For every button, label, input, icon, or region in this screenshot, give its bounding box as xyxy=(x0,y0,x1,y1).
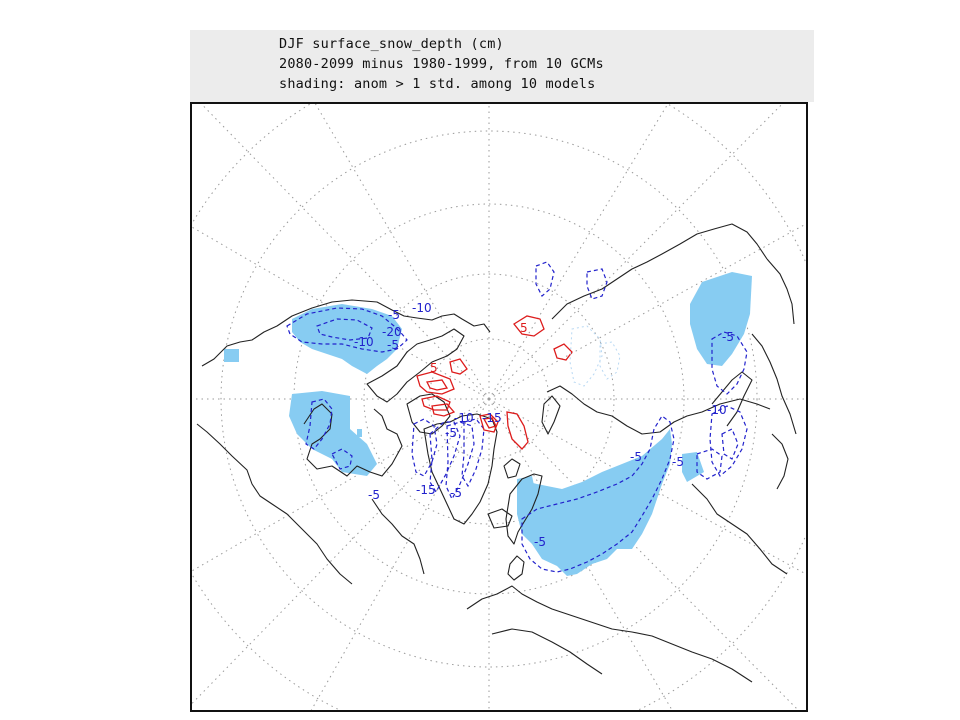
label-neg5-central-asia: -5 xyxy=(672,455,684,469)
coast-mediterranean xyxy=(491,628,603,675)
coast-iceland xyxy=(487,508,513,529)
map-frame: -5 -10 -20 -10 -5 5 -10 -15 -5 -15 -5 -5… xyxy=(190,102,808,712)
title-line-variable: DJF surface_snow_depth (cm) xyxy=(279,36,504,52)
coast-svalbard xyxy=(503,458,521,479)
faint-contours xyxy=(569,325,621,387)
title-line-period: 2080-2099 minus 1980-1999, from 10 GCMs xyxy=(279,56,604,72)
neg-contour-hudson xyxy=(331,448,353,470)
label-neg10-alaska: -10 xyxy=(354,335,374,349)
neg-contour-east-siberia-inner xyxy=(721,428,739,460)
positive-contours xyxy=(416,315,573,450)
neg-contour-alaska-outer xyxy=(286,307,408,353)
header-background xyxy=(190,30,814,102)
pos-contour-greenland-east xyxy=(449,358,468,375)
neg-contour-chukotka xyxy=(586,268,608,300)
coast-japan xyxy=(771,433,789,490)
faint-contour-1 xyxy=(569,325,603,387)
label-pos5-siberia: 5 xyxy=(520,321,528,335)
pos-contour-siberia-2 xyxy=(553,343,573,361)
label-neg15-greenland: -15 xyxy=(482,411,502,425)
coast-alaska xyxy=(201,299,491,367)
pos-contour-greenland-2 xyxy=(426,379,449,391)
pos-contour-siberia xyxy=(513,315,545,337)
coastlines xyxy=(196,223,797,683)
coast-hudson-bay xyxy=(303,403,403,477)
label-neg5-greenland-south: -5 xyxy=(450,486,462,500)
shade-small-canada xyxy=(357,429,362,437)
coast-canada-west xyxy=(196,423,353,585)
label-neg5-europe: -5 xyxy=(534,535,546,549)
shade-hudson-canada xyxy=(289,391,377,476)
shade-scandinavia xyxy=(517,476,537,524)
latitude-circle-60n xyxy=(293,203,685,595)
coast-uk xyxy=(507,555,525,581)
coast-russia-arctic xyxy=(546,385,771,435)
faint-contour-2 xyxy=(599,341,621,380)
coast-scandinavia xyxy=(505,473,543,545)
graticule xyxy=(192,104,806,710)
pos-contour-greenland-1 xyxy=(416,371,455,395)
label-neg10-alaska-top: -10 xyxy=(412,301,432,315)
contour-labels: -5 -10 -20 -10 -5 5 -10 -15 -5 -15 -5 -5… xyxy=(354,301,734,549)
neg-contour-east-siberia xyxy=(709,405,748,477)
neg-contour-okhotsk xyxy=(696,448,723,480)
label-neg5-alaska-2: -5 xyxy=(387,338,399,352)
shade-europe-russia xyxy=(517,429,672,576)
pos-contour-scandinavia xyxy=(506,411,529,450)
polar-stereographic-map: -5 -10 -20 -10 -5 5 -10 -15 -5 -15 -5 -5… xyxy=(192,104,806,710)
neg-contour-kamchatka xyxy=(711,331,748,395)
pos-contour-greenland-3 xyxy=(421,395,451,411)
label-neg15-greenland-south: -15 xyxy=(416,483,436,497)
coast-europe-south xyxy=(466,585,753,683)
label-neg10-greenland: -10 xyxy=(454,411,474,425)
neg-contour-alaska-inner xyxy=(316,318,373,341)
label-neg5-greenland: -5 xyxy=(445,426,457,440)
coast-novaya-zemlya xyxy=(541,395,561,435)
negative-contours xyxy=(286,261,748,573)
coast-baffin xyxy=(406,393,451,435)
label-pos5-greenland: 5 xyxy=(430,361,438,375)
label-neg10-east-siberia: -10 xyxy=(707,403,727,417)
coast-chukotka xyxy=(766,258,795,325)
label-neg5-kamchatka: -5 xyxy=(722,330,734,344)
coast-greenland xyxy=(423,413,498,525)
pos-contour-greenland-4 xyxy=(431,403,456,417)
shade-central-asia xyxy=(682,452,704,482)
shade-bering xyxy=(224,349,239,362)
title-line-shading: shading: anom > 1 std. among 10 models xyxy=(279,76,596,92)
pos-contour-arctic-2 xyxy=(482,417,497,429)
coast-arctic-archipelago xyxy=(366,328,465,403)
neg-contour-greenland-1 xyxy=(411,418,438,477)
label-neg5-alaska: -5 xyxy=(388,308,400,322)
shade-siberia-east xyxy=(690,272,752,366)
coast-labrador xyxy=(371,498,425,575)
shade-alaska-yukon xyxy=(292,304,402,374)
neg-contour-greenland-4 xyxy=(461,418,485,488)
significance-shading xyxy=(224,272,752,576)
neg-contour-europe xyxy=(521,415,675,573)
coast-east-asia xyxy=(691,483,788,575)
neg-contour-siberia-small xyxy=(535,261,555,297)
label-neg5-east-europe: -5 xyxy=(630,450,642,464)
neg-contour-greenland-2 xyxy=(429,421,461,494)
map-title: DJF surface_snow_depth (cm) 2080-2099 mi… xyxy=(279,34,604,94)
coast-okhotsk xyxy=(711,371,753,427)
label-neg5-canada: -5 xyxy=(368,488,380,502)
coast-siberia-north xyxy=(551,223,768,320)
coast-kamchatka xyxy=(751,333,797,435)
pos-contour-arctic-1 xyxy=(479,413,499,433)
neg-contour-canada xyxy=(305,398,333,450)
latitude-circle-70n xyxy=(363,273,615,525)
latitude-circle-50n xyxy=(220,130,758,668)
label-neg20-alaska: -20 xyxy=(382,325,402,339)
